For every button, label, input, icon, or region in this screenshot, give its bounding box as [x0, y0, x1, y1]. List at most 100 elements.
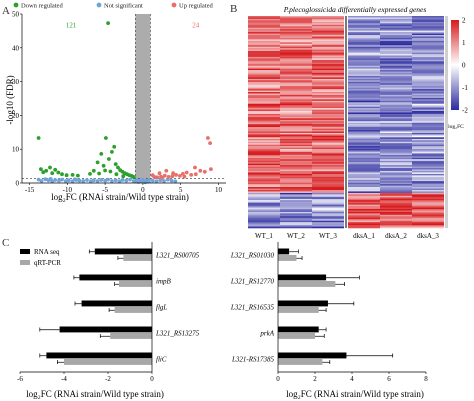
heatmap-cell [380, 170, 412, 173]
heatmap-cell [348, 220, 380, 223]
heatmap-cell [348, 194, 380, 197]
heatmap-cell [348, 217, 380, 220]
heatmap-cell [280, 127, 312, 129]
heatmap-cell [312, 223, 344, 226]
heatmap-cell [312, 170, 344, 173]
heatmap-cell [412, 220, 444, 223]
heatmap-cell [312, 26, 344, 28]
heatmap-cell [412, 21, 444, 24]
heatmap-cell [412, 198, 444, 201]
heatmap-cell [312, 159, 344, 162]
heatmap-cell [348, 78, 380, 81]
bar [123, 255, 152, 261]
heatmap-cell [412, 33, 444, 36]
heatmap-cell [380, 40, 412, 43]
volcano-point [184, 170, 189, 175]
volcano-point [170, 174, 175, 179]
heatmap-cell [248, 62, 280, 65]
heatmap-cell [380, 26, 412, 28]
heatmap-cell [380, 87, 412, 90]
heatmap-cell [280, 100, 312, 103]
heatmap-cell [380, 16, 412, 18]
bar [64, 359, 152, 365]
volcano-point [101, 163, 106, 168]
volcano-point [131, 179, 136, 183]
heatmap-cell [280, 94, 312, 97]
heatmap-cell [312, 141, 344, 144]
heatmap-cell [348, 150, 380, 153]
heatmap-cell [412, 43, 444, 46]
legend-swatch-rnaseq [20, 249, 30, 254]
colorbar-tick-label: 0 [462, 62, 466, 70]
heatmap-cell [312, 71, 344, 74]
heatmap-cell [280, 109, 312, 112]
heatmap-cell [312, 78, 344, 81]
heatmap-cell [412, 113, 444, 116]
volcano-xtick-label: -10 [63, 186, 73, 194]
bar [278, 333, 315, 339]
heatmap-cell [380, 121, 412, 124]
heatmap-cell [312, 30, 344, 33]
heatmap-cell [412, 103, 444, 106]
heatmap-cell [412, 26, 444, 28]
heatmap-cell [280, 36, 312, 39]
volcano-point [39, 179, 44, 183]
heatmap-cell [348, 90, 380, 93]
volcano-point [77, 178, 82, 183]
heatmap-cell [380, 42, 412, 45]
heatmap-cell [348, 59, 380, 62]
bar [114, 307, 152, 313]
heatmap-cell [248, 203, 280, 205]
heatmap-cell [280, 220, 312, 223]
heatmap-cell [412, 213, 444, 216]
heatmap-cell [280, 179, 312, 182]
heatmap-cell [348, 204, 380, 207]
heatmap-cell [348, 81, 380, 84]
heatmap-cell [412, 36, 444, 39]
heatmap-cell [348, 27, 380, 30]
heatmap-cell [380, 58, 412, 61]
heatmap-cell [380, 178, 412, 181]
heatmap-cell [380, 116, 412, 119]
heatmap-cell [412, 96, 444, 99]
heatmap-cell [312, 125, 344, 128]
heatmap-cell [280, 29, 312, 31]
heatmap-cell [380, 175, 412, 178]
heatmap-cell [312, 113, 344, 116]
heatmap-cell [280, 74, 312, 77]
heatmap-cell [348, 74, 380, 77]
heatmap-cell [380, 80, 412, 83]
heatmap-cell [248, 74, 280, 77]
heatmap-cell [248, 105, 280, 107]
volcano-point [64, 173, 69, 178]
heatmap-cell [248, 144, 280, 147]
heatmap-cell [312, 182, 344, 185]
heatmap-cell [412, 134, 444, 137]
heatmap-cell [248, 165, 280, 167]
bar-category-label: L321_RS12770 [230, 278, 275, 286]
heatmap-cell [312, 149, 344, 151]
heatmap-cell [312, 112, 344, 115]
heatmap-cell [412, 223, 444, 226]
heatmap-cell [348, 163, 380, 166]
heatmap-cell [412, 68, 444, 71]
heatmap-cell [248, 56, 280, 59]
heatmap-cell [380, 207, 412, 210]
heatmap-cell [380, 204, 412, 207]
volcano-point [116, 165, 120, 170]
heatmap-cell [248, 83, 280, 86]
heatmap-cell [248, 102, 280, 105]
heatmap-cell [280, 160, 312, 163]
heatmap-cell [248, 59, 280, 62]
volcano-point [166, 175, 171, 179]
heatmap-cell [312, 84, 344, 87]
heatmap-cell [380, 86, 412, 88]
heatmap-cell [380, 89, 412, 91]
volcano-point [81, 179, 86, 183]
heatmap-cell [280, 93, 312, 96]
volcano-point [198, 168, 203, 173]
heatmap-cell [280, 173, 312, 176]
heatmap-cell [380, 68, 412, 71]
heatmap-cell [412, 75, 444, 78]
heatmap-cell [348, 144, 380, 147]
